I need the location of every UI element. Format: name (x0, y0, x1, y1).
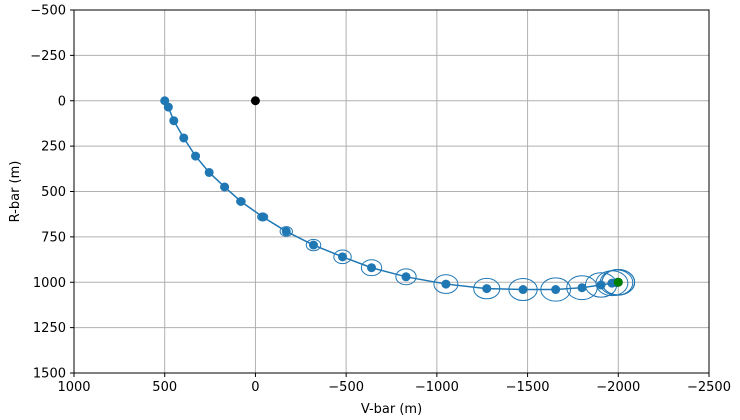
uncertainty-ellipse (508, 277, 538, 302)
x-tick-label: 500 (152, 380, 177, 395)
y-tick-label: 500 (41, 185, 66, 200)
x-tick-label: −1000 (415, 380, 459, 395)
y-tick-label: 250 (41, 140, 66, 155)
trajectory-point (163, 102, 173, 112)
grid (73, 9, 710, 374)
y-tick-label: 1000 (33, 276, 66, 291)
uncertainty-ellipse (433, 274, 459, 294)
x-tick-label: −1500 (506, 380, 550, 395)
x-tick-label: −500 (328, 380, 364, 395)
trajectory-point (338, 252, 348, 262)
trajectory-point (367, 263, 377, 273)
y-tick-label: 0 (58, 94, 66, 109)
trajectory-line (164, 100, 619, 291)
uncertainty-ellipse (305, 238, 322, 252)
markers (250, 96, 623, 287)
trajectory-series (160, 96, 636, 302)
trajectory-point (441, 279, 451, 289)
y-tick-label: 1250 (33, 321, 66, 336)
end-point (613, 277, 623, 287)
x-tick-label: −2000 (596, 380, 640, 395)
trajectory-point (596, 280, 606, 290)
trajectory-point (179, 133, 189, 143)
y-axis-label: R-bar (m) (8, 161, 23, 223)
x-axis-label: V-bar (m) (361, 402, 422, 417)
x-tick-label: 1000 (57, 380, 90, 395)
y-tick-label: −500 (30, 4, 66, 19)
x-tick-label: 0 (251, 380, 259, 395)
y-tick-label: 750 (41, 230, 66, 245)
uncertainty-ellipse (540, 277, 572, 302)
uncertainty-ellipse (333, 249, 352, 265)
trajectory-point (577, 283, 587, 293)
trajectory-point (281, 226, 291, 236)
trajectory-point (518, 285, 528, 295)
y-tick-label: 1500 (33, 367, 66, 382)
trajectory-point (401, 272, 411, 282)
trajectory-point (191, 151, 201, 161)
ticks: 1000 500 0 −500 −1000 −1500 −2000 −2500−500−250… (30, 4, 731, 396)
uncertainty-ellipse (360, 259, 383, 277)
y-tick-label: −250 (30, 49, 66, 64)
trajectory-point (482, 284, 492, 294)
origin-point (250, 96, 260, 106)
trajectory-point (169, 116, 179, 126)
trajectory-point (220, 182, 230, 192)
uncertainty-ellipse (279, 226, 293, 237)
trajectory-point (551, 285, 561, 295)
trajectory-point (204, 167, 214, 177)
uncertainty-ellipse (395, 268, 417, 286)
x-tick-label: −2500 (687, 380, 731, 395)
trajectory-point (258, 212, 268, 222)
trajectory-point (236, 196, 246, 206)
uncertainty-ellipse (473, 277, 501, 300)
trajectory-point (308, 240, 318, 250)
